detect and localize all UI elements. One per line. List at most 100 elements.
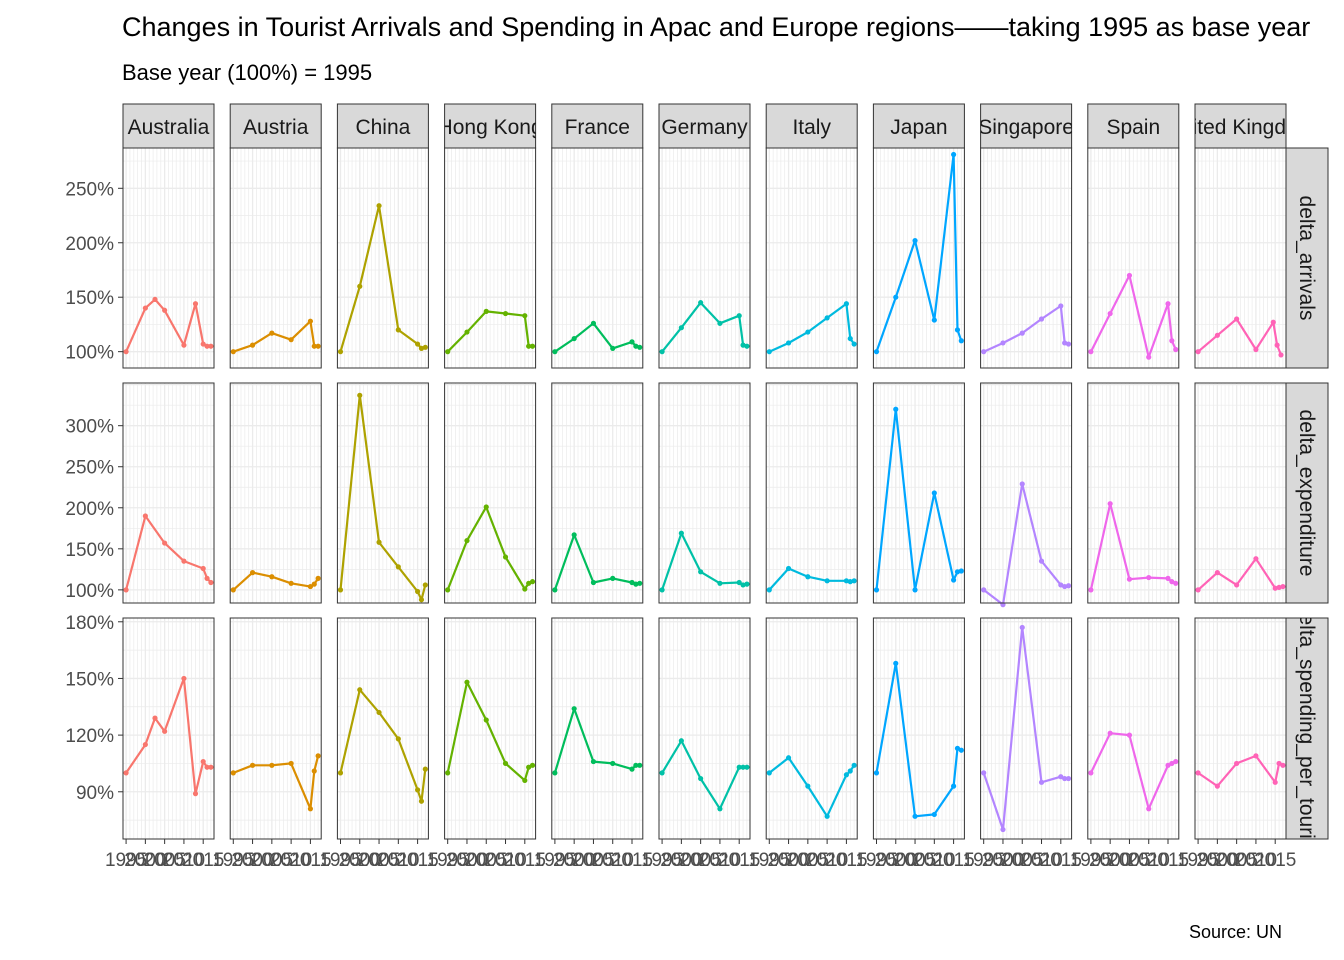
chart-caption: Source: UN	[1188, 922, 1282, 942]
data-point	[1173, 758, 1179, 765]
data-point	[204, 343, 210, 349]
data-point	[637, 344, 643, 350]
facet-panel	[980, 382, 1073, 608]
data-point	[1280, 762, 1286, 768]
data-point	[1270, 319, 1276, 325]
y-tick-label: 100%	[65, 581, 114, 602]
data-point	[162, 728, 168, 734]
panel-border	[872, 617, 965, 840]
data-point	[633, 581, 639, 587]
data-point	[851, 578, 857, 584]
x-tick-label: 2000	[124, 850, 166, 871]
facet-panel	[444, 382, 537, 604]
x-tick-label: 2010	[592, 850, 634, 871]
data-point	[415, 341, 421, 347]
facet-strip	[336, 103, 429, 149]
facet-panel	[765, 147, 858, 369]
facet-panel	[551, 382, 644, 604]
facet-strip-row	[1285, 617, 1329, 840]
data-point	[1253, 753, 1259, 759]
data-point	[893, 406, 899, 412]
data-point	[736, 764, 742, 770]
data-point	[288, 580, 294, 586]
panel-border	[336, 147, 429, 369]
panel-border	[872, 147, 965, 369]
data-point	[805, 329, 811, 335]
data-point	[1234, 582, 1240, 588]
x-tick-label: 1995	[319, 850, 361, 871]
data-point	[445, 349, 451, 355]
data-point	[1107, 501, 1113, 507]
facet-label-country: France	[565, 116, 630, 139]
data-point	[181, 558, 187, 564]
x-tick-label: 2010	[1020, 850, 1062, 871]
panel-border	[1194, 147, 1287, 369]
data-point	[766, 587, 772, 593]
data-point	[981, 349, 987, 355]
data-point	[847, 768, 853, 774]
data-point	[1234, 316, 1240, 322]
data-point	[249, 570, 256, 576]
data-point	[1195, 349, 1201, 355]
data-point	[418, 798, 425, 804]
data-point	[1088, 587, 1094, 593]
data-point	[1019, 624, 1025, 631]
data-point	[805, 574, 811, 580]
data-point	[1107, 730, 1113, 736]
data-point	[1062, 775, 1068, 782]
data-point	[571, 706, 577, 712]
facet-panel	[1194, 147, 1287, 369]
facet-panel	[336, 382, 429, 604]
data-point	[637, 762, 643, 768]
x-tick-label: 2000	[982, 850, 1024, 871]
data-point	[912, 813, 918, 819]
data-point	[249, 342, 256, 348]
x-tick-label: 2000	[553, 850, 595, 871]
data-point	[357, 283, 363, 289]
facet-panel	[444, 617, 537, 840]
x-tick-label: 2005	[1216, 850, 1258, 871]
x-tick-label: 2000	[660, 850, 702, 871]
data-point	[843, 772, 850, 778]
data-point	[843, 301, 850, 307]
x-tick-label: 2015	[289, 850, 331, 871]
facet-panel	[658, 617, 751, 840]
y-tick-label: 300%	[65, 417, 114, 438]
data-point	[1038, 779, 1045, 785]
facet-strip	[229, 103, 322, 149]
x-tick-label: 2000	[231, 850, 273, 871]
facet-panel	[551, 617, 644, 840]
x-tick-label: 2015	[1040, 850, 1082, 871]
data-point	[307, 318, 314, 324]
data-point	[1038, 558, 1045, 564]
x-tick-label: 1995	[212, 850, 254, 871]
y-tick-label: 90%	[76, 783, 114, 804]
data-point	[311, 768, 317, 774]
x-tick-label: 1995	[1177, 850, 1219, 871]
x-tick-label: 2005	[1108, 850, 1150, 871]
data-point	[954, 745, 961, 751]
data-point	[851, 762, 857, 768]
facet-strip	[444, 103, 537, 149]
data-point	[1000, 826, 1006, 833]
data-point	[395, 327, 401, 333]
data-point	[678, 530, 684, 536]
data-point	[633, 762, 639, 768]
data-point	[744, 343, 750, 349]
data-point	[1195, 587, 1201, 593]
panel-border	[1087, 147, 1180, 369]
data-point	[1214, 570, 1220, 576]
facet-strip	[551, 103, 644, 149]
facet-panel	[336, 147, 429, 369]
x-tick-label: 1995	[748, 850, 790, 871]
facet-panel	[229, 382, 322, 604]
facet-panel	[1087, 382, 1180, 604]
data-point	[204, 575, 210, 581]
data-point	[502, 554, 509, 560]
x-tick-label: 2005	[358, 850, 400, 871]
data-point	[1278, 352, 1284, 358]
data-point	[1126, 732, 1133, 738]
facet-panel	[1194, 382, 1287, 604]
data-point	[376, 709, 382, 716]
y-tick-label: 250%	[65, 458, 114, 479]
